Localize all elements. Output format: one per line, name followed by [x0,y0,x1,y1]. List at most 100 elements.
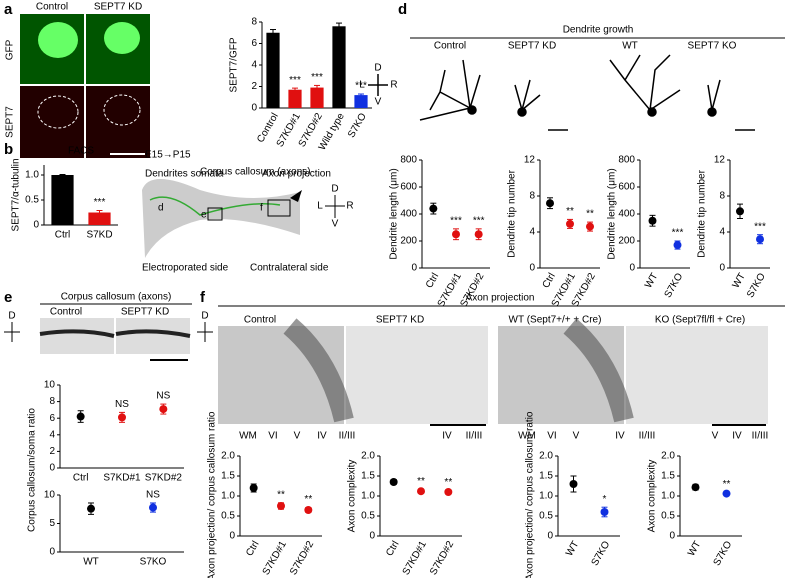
compass-label: R [390,80,397,91]
significance: ** [444,477,452,488]
column-label: Control [36,2,68,13]
mean-point [118,413,126,422]
y-tick-label: 400 [400,209,417,220]
x-tick-label: Ctrl [244,539,261,558]
significance: *** [754,221,766,232]
x-tick-label: Ctrl [424,271,441,290]
significance: NS [146,490,160,501]
significance: *** [289,75,301,86]
layer-label: IV [317,431,327,442]
y-tick-label: 0 [547,531,553,542]
row-label: SEPT7 [5,106,16,138]
group-label: SEPT7 KD [376,315,424,326]
y-tick-label: 2.0 [661,451,675,462]
y-tick-label: 2.0 [361,451,375,462]
y-tick-label: 0 [529,263,535,274]
significance: ** [417,476,425,487]
column-label: SEPT7 KD [94,2,142,13]
y-tick-label: 600 [400,182,417,193]
layer-label: II/III [639,431,656,442]
y-tick-label: 1.0 [361,491,375,502]
mean-point [569,480,578,488]
neuron-tracings [368,54,755,131]
x-tick-label: S7KD#1 [103,473,141,484]
y-tick-label: 4 [251,60,257,71]
group-label: Control [50,307,82,318]
box-label: d [158,203,164,214]
mean-point [736,207,744,216]
x-tick-label: S7KD#2 [428,539,456,577]
mean-point [566,219,574,228]
mean-point [76,412,85,421]
y-tick-label: 8 [719,191,725,202]
layer-label: IV [615,431,625,442]
y-tick-label: 0 [49,547,55,558]
x-tick-label: Ctrl [55,230,71,241]
y-tick-label: 0.5 [539,511,553,522]
significance: *** [355,81,367,92]
section-title: Corpus callosum (axons) [61,292,172,303]
y-tick-label: 600 [618,182,635,193]
mean-point [673,241,682,250]
significance: *** [311,72,323,83]
bar [88,212,111,225]
group-label: SEPT7 KO [688,41,737,52]
timeline: E15→P15 [145,150,191,161]
y-tick-label: 5 [49,518,55,529]
compass-label: R [346,201,353,212]
mean-point [691,483,700,492]
y-tick-label: 2 [49,446,55,457]
x-tick-label: S7KO [346,111,369,140]
y-tick-label: 4 [719,227,725,238]
y-axis-label: Dendrite length (μm) [389,168,400,259]
mean-point [546,199,554,208]
x-tick-label: S7KD#1 [261,539,289,577]
x-tick-label: S7KD [86,230,112,241]
y-tick-label: 2 [251,81,257,92]
y-tick-label: 2.0 [221,451,235,462]
group-label: WT (Sept7+/+ + Cre) [509,315,602,326]
bar [51,175,74,225]
y-tick-label: 1.5 [361,471,375,482]
x-tick-label: Ctrl [384,539,401,558]
x-tick-label: S7KD#1 [401,539,429,577]
compass-label: D [8,311,15,322]
y-tick-label: 8 [529,191,535,202]
y-tick-label: 1.5 [221,471,235,482]
compass-label: D [331,184,338,195]
x-tick-label: WT [83,557,99,568]
y-tick-label: 1.0 [221,491,235,502]
box-label: f [260,203,263,214]
significance: NS [156,391,170,402]
significance: ** [566,206,574,217]
compass-label: V [332,219,339,230]
y-tick-label: 8 [251,17,257,28]
y-tick-label: 1.0 [539,491,553,502]
y-tick-label: 0.5 [361,511,375,522]
y-tick-label: 800 [400,155,417,166]
mean-point [452,230,460,239]
significance: ** [304,494,312,505]
section-title: Axon projection [466,293,535,304]
mean-point [444,488,453,496]
bar [310,87,324,108]
mean-point [304,506,313,514]
compass [325,195,345,218]
y-tick-label: 0 [719,263,725,274]
y-tick-label: 1.5 [661,471,675,482]
side-label: Electroporated side [142,263,229,274]
bar [354,95,368,108]
x-tick-label: S7KD#2 [288,539,316,577]
significance: *** [473,215,485,226]
mean-point [722,489,731,498]
panel-letter: f [200,289,206,306]
region-label: Axon projection [262,169,331,180]
bar [332,26,346,108]
panel-letter: b [4,141,13,158]
y-axis-label: Axon complexity [647,460,658,533]
mean-point [249,484,258,492]
mean-point [417,487,425,496]
side-label: Contralateral side [250,263,329,274]
mean-point [756,235,764,244]
